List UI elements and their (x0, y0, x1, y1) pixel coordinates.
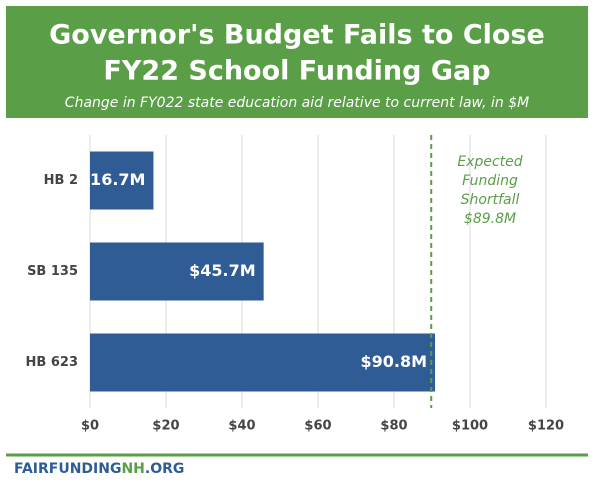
value-label: $45.7M (189, 261, 256, 280)
value-label: $16.7M (79, 170, 146, 189)
reference-label: Expected (457, 154, 522, 170)
x-tick-label: $100 (452, 419, 488, 434)
footer: FAIRFUNDINGNH.ORG (14, 461, 184, 477)
header-band (6, 6, 588, 118)
x-tick-label: $80 (380, 419, 407, 434)
bar (90, 151, 154, 210)
value-label: $90.8M (361, 352, 428, 371)
bar (90, 242, 264, 301)
footer-part: .ORG (145, 461, 185, 477)
x-tick-label: $0 (81, 419, 99, 434)
x-tick-label: $20 (152, 419, 179, 434)
reference-label: Funding (462, 173, 518, 189)
y-tick-label: HB 623 (26, 355, 78, 370)
x-tick-label: $40 (228, 419, 255, 434)
y-tick-label: SB 135 (27, 264, 78, 279)
footer-part: FAIRFUNDING (14, 461, 121, 477)
chart-title: FY22 School Funding Gap (103, 56, 490, 87)
chart-title: Governor's Budget Fails to Close (49, 20, 545, 51)
reference-label: Shortfall (461, 192, 520, 208)
chart-subtitle: Change in FY022 state education aid rela… (65, 95, 529, 111)
reference-label: $89.8M (464, 211, 516, 227)
x-tick-label: $60 (304, 419, 331, 434)
footer-part: NH (121, 461, 144, 477)
y-tick-label: HB 2 (44, 173, 78, 188)
x-tick-label: $120 (528, 419, 564, 434)
bar (90, 333, 436, 392)
